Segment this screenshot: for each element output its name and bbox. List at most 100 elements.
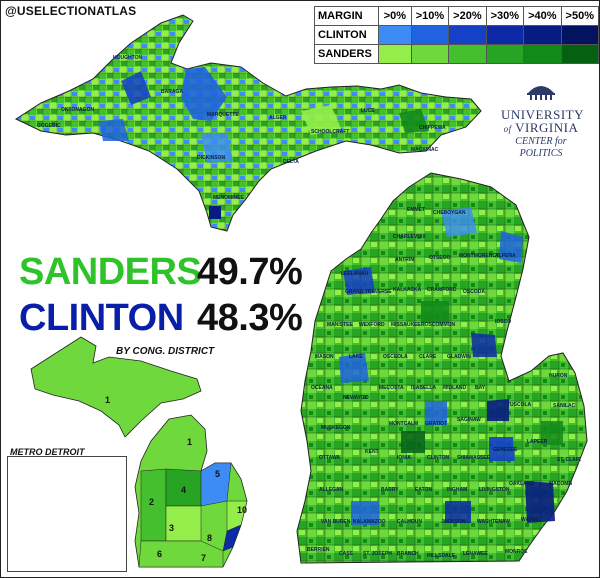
logo-virginia: VIRGINIA: [515, 120, 579, 135]
logo-university: UNIVERSITY: [501, 107, 584, 122]
metro-detroit-title: METRO DETROIT: [10, 447, 85, 457]
label-lenawee: LENAWEE: [463, 551, 488, 557]
legend-swatch: [378, 25, 412, 45]
label-crawford: CRAWFORD: [427, 287, 457, 293]
legend-threshold-1: >10%: [410, 6, 450, 26]
uva-center-for-politics-logo: UNIVERSITY of VIRGINIA CENTER for POLITI…: [501, 81, 584, 160]
label-van-buren: VAN BUREN: [321, 519, 351, 525]
label-otsego: OTSEGO: [429, 255, 451, 261]
legend-row-sanders: SANDERS: [314, 44, 599, 64]
lower-peninsula: EMMET CHEBOYGAN CHARLEVOIX ANTRIM OTSEGO…: [296, 172, 588, 564]
label-kent: KENT: [365, 449, 379, 455]
legend-header-row: MARGIN >0% >10% >20% >30% >40% >50%: [314, 6, 599, 26]
label-marquette: MARQUETTE: [207, 112, 239, 118]
logo-of: of: [503, 124, 512, 134]
candidate-name-sanders: SANDERS: [19, 251, 202, 293]
label-oceana: OCEANA: [311, 385, 333, 391]
legend-row-clinton: CLINTON: [314, 25, 599, 45]
label-st-clair: ST. CLAIR: [557, 457, 581, 463]
label-ontonagon: ONTONAGON: [61, 107, 94, 113]
label-macomb: MACOMB: [549, 481, 572, 487]
label-ingham: INGHAM: [447, 487, 467, 493]
upper-peninsula: HOUGHTON ONTONAGON GOGEBIC BARAGA MARQUE…: [14, 14, 482, 232]
label-alpena: ALPENA: [495, 253, 516, 259]
label-mason: MASON: [315, 354, 334, 360]
label-gogebic: GOGEBIC: [37, 123, 61, 129]
district-label-5: 5: [215, 469, 220, 479]
legend-margin-label: MARGIN: [314, 6, 379, 26]
label-midland: MIDLAND: [443, 385, 466, 391]
label-barry: BARRY: [381, 487, 399, 493]
label-menominee: MENOMINEE: [213, 195, 245, 201]
label-hillsdale: HILLSDALE: [427, 553, 456, 559]
label-charlevoix: CHARLEVOIX: [393, 234, 426, 240]
legend-swatch: [560, 25, 599, 45]
label-eaton: EATON: [415, 487, 432, 493]
label-berrien: BERRIEN: [307, 547, 330, 553]
legend-swatch: [560, 44, 599, 64]
label-gladwin: GLADWIN: [447, 354, 471, 360]
label-branch: BRANCH: [397, 551, 419, 557]
label-mackinac: MACKINAC: [411, 147, 439, 153]
label-st-joseph: ST. JOSEPH: [363, 551, 392, 557]
label-lake: LAKE: [349, 354, 363, 360]
result-row-clinton: CLINTON 48.3%: [19, 297, 303, 343]
legend-swatch: [523, 44, 562, 64]
label-clare: CLARE: [419, 354, 437, 360]
label-mecosta: MECOSTA: [379, 385, 404, 391]
result-row-sanders: SANDERS 49.7%: [19, 251, 303, 297]
district-label-6: 6: [157, 549, 162, 559]
margin-legend: MARGIN >0% >10% >20% >30% >40% >50% CLIN…: [314, 6, 599, 64]
label-newaygo: NEWAYGO: [343, 395, 369, 401]
label-wexford: WEXFORD: [359, 322, 385, 328]
metro-detroit-frame: [7, 456, 127, 572]
label-grand-traverse: GRAND TRAVERSE: [345, 289, 392, 295]
label-lapeer: LAPEER: [527, 439, 548, 445]
label-monroe: MONROE: [505, 549, 528, 555]
label-baraga: BARAGA: [161, 89, 183, 95]
legend-threshold-2: >20%: [448, 6, 487, 26]
label-osceola: OSCEOLA: [383, 354, 408, 360]
label-calhoun: CALHOUN: [397, 519, 422, 525]
legend-swatch: [410, 25, 450, 45]
district-1-upper: [30, 336, 202, 438]
label-delta: DELTA: [283, 159, 299, 165]
label-luce: LUCE: [361, 108, 375, 114]
legend-swatch: [410, 44, 450, 64]
logo-center-for-politics: CENTER for POLITICS: [515, 136, 567, 159]
label-sanilac: SANILAC: [553, 403, 576, 409]
label-shiawassee: SHIAWASSEE: [457, 455, 491, 461]
label-washtenaw: WASHTENAW: [477, 519, 510, 525]
legend-threshold-0: >0%: [378, 6, 412, 26]
rotunda-icon: [527, 86, 555, 100]
district-label-4: 4: [181, 485, 186, 495]
label-saginaw: SAGINAW: [457, 417, 481, 423]
label-roscommon: ROSCOMMON: [421, 322, 456, 328]
label-wayne: WAYNE: [521, 517, 540, 523]
label-genesee: GENESEE: [493, 447, 518, 453]
label-manistee: MANISTEE: [327, 322, 354, 328]
label-emmet: EMMET: [407, 207, 425, 213]
legend-swatch: [448, 25, 487, 45]
district-label-7: 7: [201, 553, 206, 563]
label-ionia: IONIA: [397, 455, 411, 461]
label-bay: BAY: [475, 385, 486, 391]
label-livingston: LIVINGSTON: [479, 487, 510, 493]
source-credit: @USELECTIONATLAS: [5, 4, 137, 18]
label-clinton: CLINTON: [427, 455, 450, 461]
label-iosco: IOSCO: [495, 319, 511, 325]
label-cass: CASS: [339, 551, 354, 557]
label-isabella: ISABELLA: [411, 385, 436, 391]
legend-sanders-label: SANDERS: [314, 44, 379, 64]
label-ottawa: OTTAWA: [319, 455, 340, 461]
candidate-percent-sanders: 49.7%: [197, 251, 303, 293]
label-houghton: HOUGHTON: [113, 55, 142, 61]
district-label-3: 3: [169, 523, 174, 533]
label-dickinson: DICKINSON: [197, 155, 225, 161]
district-label-8: 8: [207, 533, 212, 543]
label-schoolcraft: SCHOOLCRAFT: [311, 129, 349, 135]
label-antrim: ANTRIM: [395, 257, 414, 263]
label-alger: ALGER: [269, 115, 287, 121]
district-map: 1 1 2 3 4 5 6 7 8 10: [30, 336, 248, 568]
